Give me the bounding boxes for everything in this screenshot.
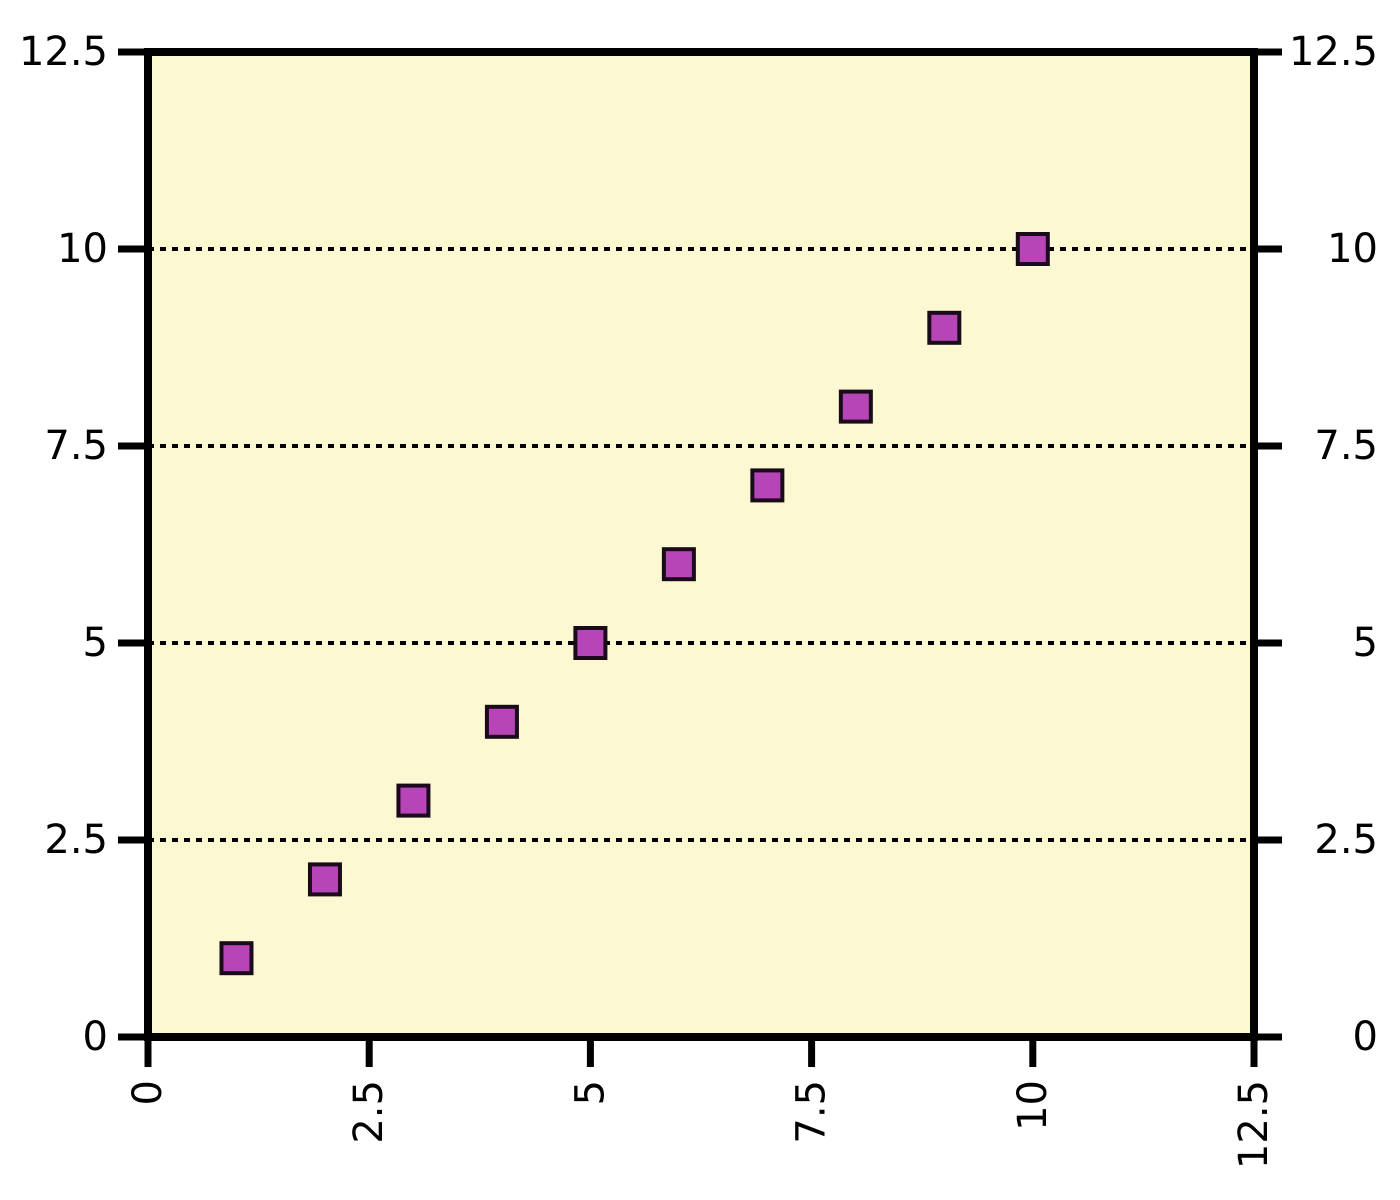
- x-tick-label: 5: [567, 1080, 613, 1105]
- data-points: [219, 232, 1050, 976]
- data-point: [219, 941, 254, 976]
- x-tick-label: 7.5: [789, 1080, 835, 1144]
- data-point: [396, 783, 431, 818]
- y-tick-label-right: 7.5: [1314, 423, 1378, 469]
- data-point: [838, 389, 873, 424]
- y-tick-label-left: 0: [83, 1014, 108, 1060]
- y-tick-label-left: 10: [57, 226, 108, 272]
- data-point: [927, 310, 962, 345]
- y-tick-label-right: 10: [1327, 226, 1378, 272]
- x-tick-label: 12.5: [1231, 1080, 1277, 1169]
- y-tick-label-left: 12.5: [19, 29, 108, 75]
- y-tick-label-right: 12.5: [1289, 29, 1378, 75]
- y-tick-label-right: 2.5: [1314, 817, 1378, 863]
- y-tick-label-right: 5: [1353, 620, 1378, 666]
- data-point: [307, 862, 342, 897]
- axes: [144, 48, 1258, 1041]
- data-point: [1015, 232, 1050, 266]
- x-tick-label: 0: [125, 1080, 171, 1105]
- data-point: [573, 626, 608, 660]
- y-tick-label-left: 2.5: [44, 817, 108, 863]
- x-tick-label: 2.5: [346, 1080, 392, 1144]
- data-point: [661, 547, 696, 582]
- y-tick-label-left: 7.5: [44, 423, 108, 469]
- grid-lines: [148, 247, 1254, 842]
- ticks: [118, 48, 1282, 1067]
- y-tick-label-right: 0: [1353, 1014, 1378, 1060]
- data-point: [484, 704, 519, 739]
- x-tick-label: 10: [1010, 1080, 1056, 1131]
- data-point: [750, 468, 785, 503]
- y-tick-label-left: 5: [83, 620, 108, 666]
